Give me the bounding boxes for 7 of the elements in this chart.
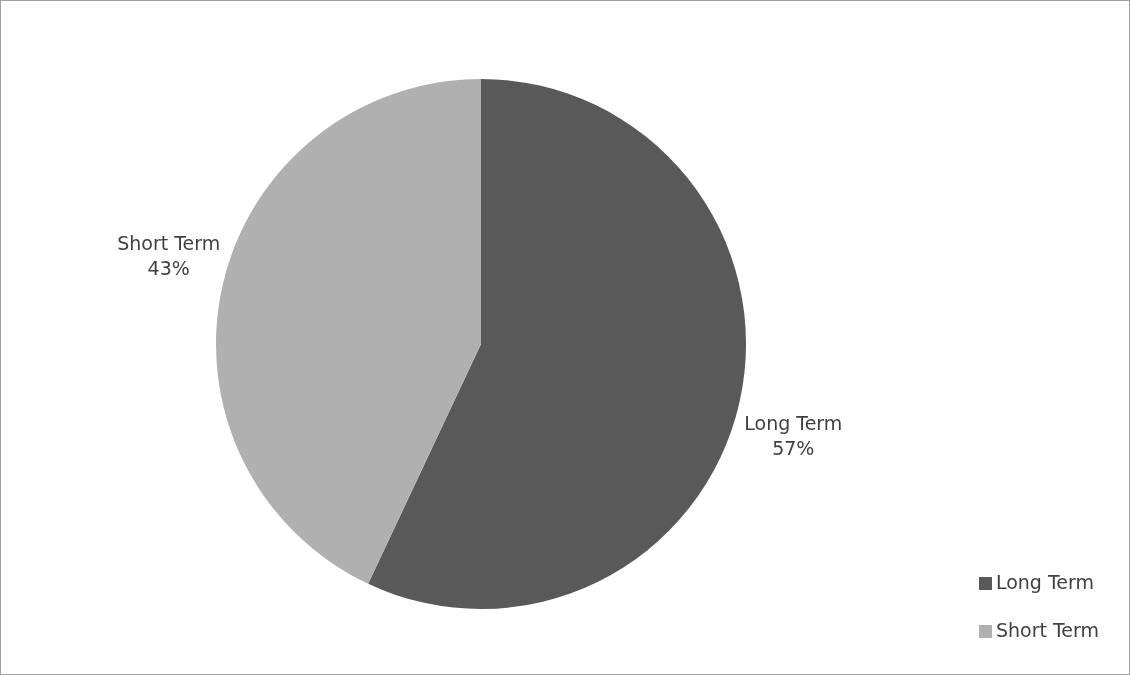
pie-slice [368, 79, 746, 609]
legend-label: Long Term [995, 571, 1094, 593]
data-label: 57% [772, 436, 815, 459]
data-label: 43% [147, 257, 190, 280]
slice-label: Short Term [117, 232, 221, 255]
legend-label: Short Term [995, 619, 1099, 641]
slice-label: Long Term [744, 412, 843, 435]
